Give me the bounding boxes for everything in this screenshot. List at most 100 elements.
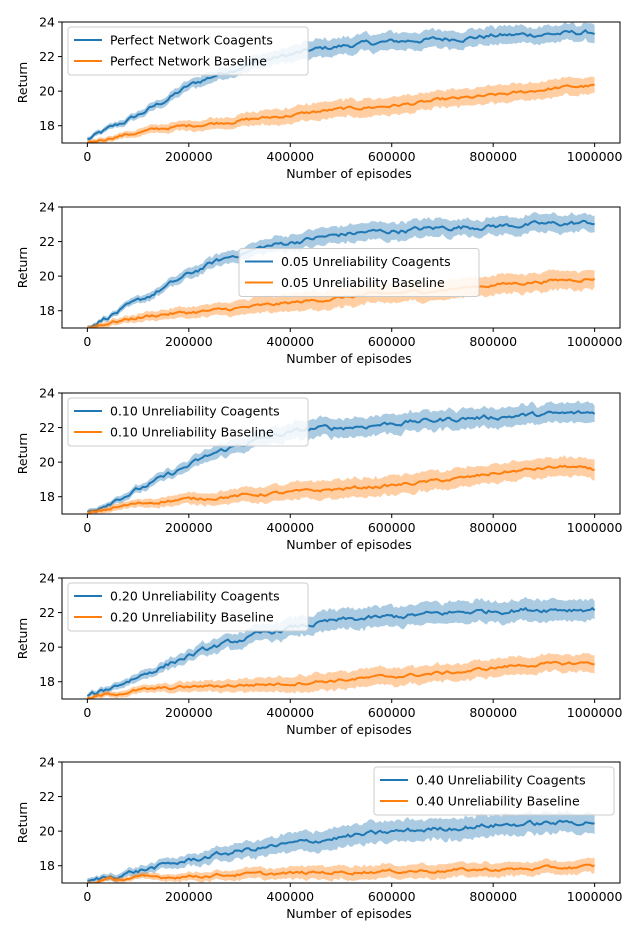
x-tick-label: 200000 [165,520,213,535]
axes-frame [61,577,621,700]
legend-box [373,766,615,816]
legend-label-baseline: 0.40 Unreliability Baseline [416,794,580,809]
legend: Perfect Network Coagents Perfect Network … [67,26,309,76]
y-tick-label: 20 [39,640,55,655]
x-tick-label: 800000 [469,520,517,535]
legend-label-coagents: Perfect Network Coagents [110,33,273,48]
x-tick-label: 800000 [469,149,517,164]
legend-label-coagents: 0.10 Unreliability Coagents [110,404,280,419]
legend-label-baseline: 0.10 Unreliability Baseline [110,425,274,440]
subplot-4: 0 200000 400000 600000 800000 1000000 18 20 22 24… [15,571,623,738]
y-axis-label: Return [15,247,30,288]
y-tick-label: 20 [39,269,55,284]
x-tick-label: 800000 [469,889,517,904]
legend: 0.40 Unreliability Coagents 0.40 Unreliab… [373,766,615,816]
x-tick-label: 600000 [368,889,416,904]
axes-frame [61,392,621,515]
axes-frame [61,206,621,329]
y-tick-label: 18 [39,303,55,318]
y-tick-label: 18 [39,858,55,873]
series-line-coagents [87,819,595,882]
x-tick-label: 0 [83,149,91,164]
y-tick-label: 20 [39,455,55,470]
x-axis-label: Number of episodes [286,351,412,366]
band-baseline [87,455,595,514]
legend-label-baseline: 0.20 Unreliability Baseline [110,610,274,625]
series-line-coagents [86,606,596,698]
x-tick-label: 0 [83,334,91,349]
subplot-2: 0 200000 400000 600000 800000 1000000 18 20 22 24… [15,200,623,367]
x-tick-label: 800000 [469,334,517,349]
y-tick-label: 24 [39,571,55,586]
plot-area [87,809,595,883]
axes-frame [61,761,621,884]
legend-box [67,26,309,76]
legend-box [67,397,309,447]
legend-label-coagents: 0.05 Unreliability Coagents [281,254,451,269]
x-tick-label: 0 [83,520,91,535]
series-line-coagents [87,219,595,328]
y-tick-label: 24 [39,15,55,30]
axes-frame [61,21,621,144]
x-tick-label: 400000 [266,334,314,349]
y-axis-label: Return [15,62,30,103]
x-tick-label: 400000 [266,520,314,535]
y-tick-label: 18 [39,489,55,504]
plot-area [86,22,595,143]
x-tick-label: 200000 [165,889,213,904]
x-axis-label: Number of episodes [286,722,412,737]
x-axis-label: Number of episodes [286,537,412,552]
series-line-coagents [87,28,595,140]
x-tick-label: 1000000 [567,705,623,720]
x-tick-label: 1000000 [567,520,623,535]
subplot-5: 0 200000 400000 600000 800000 1000000 18 20 22 24… [15,755,623,922]
band-baseline [87,76,595,143]
x-tick-label: 1000000 [567,889,623,904]
x-tick-label: 200000 [165,149,213,164]
y-tick-label: 24 [39,386,55,401]
plot-area [86,596,596,699]
x-tick-label: 200000 [165,705,213,720]
y-tick-label: 22 [39,420,55,435]
legend-box [238,248,480,297]
x-tick-label: 600000 [368,520,416,535]
subplot-3: 0 200000 400000 600000 800000 1000000 18 20 22 24… [15,386,623,553]
y-tick-label: 22 [39,49,55,64]
series-line-baseline [87,660,595,699]
y-axis-label: Return [15,618,30,659]
band-coagents [87,596,595,699]
series-line-baseline [86,83,595,143]
legend: 0.20 Unreliability Coagents 0.20 Unreliab… [67,582,309,632]
band-baseline [87,857,595,883]
x-tick-label: 200000 [165,334,213,349]
legend-label-baseline: 0.05 Unreliability Baseline [281,275,445,290]
x-axis-label: Number of episodes [286,906,412,921]
x-tick-label: 600000 [368,705,416,720]
x-tick-label: 1000000 [567,149,623,164]
x-axis-label: Number of episodes [286,166,412,181]
legend: 0.05 Unreliability Coagents 0.05 Unreliab… [238,248,480,297]
x-tick-label: 600000 [368,149,416,164]
subplot-1: 0 200000 400000 600000 800000 1000000 18 20 22 24… [15,15,623,182]
x-tick-label: 0 [83,705,91,720]
series-line-coagents [86,409,596,513]
legend-label-coagents: 0.20 Unreliability Coagents [110,589,280,604]
y-tick-label: 20 [39,84,55,99]
plot-area [86,400,596,514]
legend: 0.10 Unreliability Coagents 0.10 Unreliab… [67,397,309,447]
legend-box [67,582,309,632]
band-baseline [87,652,595,699]
y-tick-label: 18 [39,674,55,689]
y-tick-label: 18 [39,118,55,133]
legend-label-baseline: Perfect Network Baseline [110,54,267,69]
y-tick-label: 20 [39,824,55,839]
series-line-baseline [87,863,595,883]
x-tick-label: 600000 [368,334,416,349]
y-tick-label: 22 [39,789,55,804]
legend-label-coagents: 0.40 Unreliability Coagents [416,773,586,788]
x-tick-label: 0 [83,889,91,904]
y-axis-label: Return [15,433,30,474]
y-tick-label: 22 [39,605,55,620]
x-tick-label: 400000 [266,889,314,904]
